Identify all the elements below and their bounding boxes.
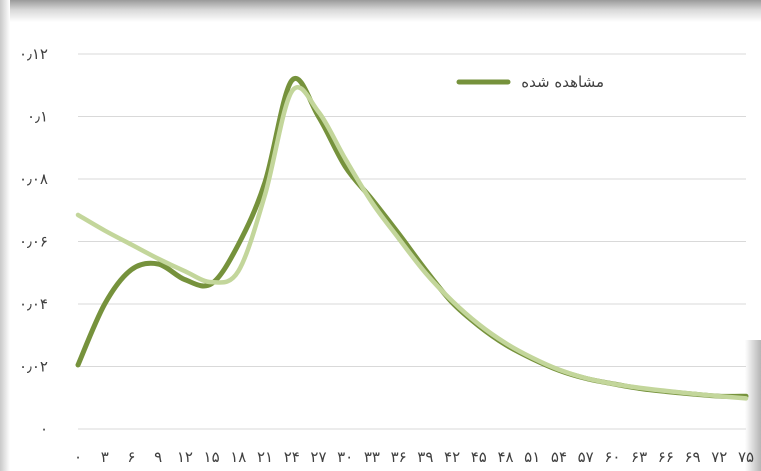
x-tick-label: ۴۸ <box>497 448 513 466</box>
y-tick-label: ۰٫۱ <box>27 108 48 126</box>
x-tick-label: ۶۳ <box>631 448 647 466</box>
x-tick-label: ۱۵ <box>204 448 220 466</box>
x-tick-label: ۶۹ <box>684 448 700 466</box>
x-tick-label: ۵۴ <box>551 448 567 466</box>
x-tick-label: ۳ <box>101 448 109 466</box>
top-shadow-edge <box>0 0 761 22</box>
x-tick-label: ۴۲ <box>444 448 460 466</box>
x-tick-label: ۲۴ <box>284 448 300 466</box>
y-tick-label: ۰٫۰۶ <box>19 233 48 251</box>
x-axis-ticks: ۰ ۳ ۶ ۹ ۱۲ ۱۵ ۱۸ ۲۱ ۲۴ ۲۷ ۳۰ ۳۳ ۳۶ ۳۹ ۴۲ ۴۵ ۴۸ ۵۱ ۵۴ ۵۷ ۶۰ ۶۳… <box>74 448 754 466</box>
x-tick-label: ۳۹ <box>417 448 433 466</box>
x-tick-label: ۹ <box>154 448 162 466</box>
x-tick-label: ۲۱ <box>257 448 273 466</box>
x-tick-label: ۳۰ <box>337 448 353 466</box>
series-line-fitted <box>75 85 749 401</box>
x-tick-label: ۰ <box>74 448 82 466</box>
x-tick-label: ۶۶ <box>658 448 674 466</box>
x-tick-label: ۷۲ <box>711 448 727 466</box>
gridlines <box>78 53 746 430</box>
x-tick-label: ۴۵ <box>471 448 487 466</box>
x-tick-label: ۳۶ <box>391 448 407 466</box>
x-tick-label: ۶۰ <box>604 448 620 466</box>
legend: مشاهده شده <box>456 73 604 91</box>
y-tick-label: ۰٫۱۲ <box>19 45 48 63</box>
y-tick-label: ۰ <box>40 420 48 438</box>
x-tick-label: ۲۷ <box>310 448 326 466</box>
x-tick-label: ۷۵ <box>738 448 754 466</box>
series-line-observed <box>75 75 749 399</box>
y-tick-label: ۰٫۰۲ <box>19 358 48 376</box>
x-tick-label: ۵۷ <box>578 448 594 466</box>
legend-label-observed: مشاهده شده <box>521 73 604 91</box>
y-axis-ticks: ۰ ۰٫۰۲ ۰٫۰۴ ۰٫۰۶ ۰٫۰۸ ۰٫۱ ۰٫۱۲ <box>19 45 48 438</box>
left-shadow-edge <box>0 0 10 471</box>
y-tick-label: ۰٫۰۴ <box>19 295 48 313</box>
x-tick-label: ۱۲ <box>177 448 193 466</box>
x-tick-label: ۳۳ <box>364 448 380 466</box>
x-tick-label: ۵۱ <box>524 448 540 466</box>
x-tick-label: ۱۸ <box>230 448 246 466</box>
y-tick-label: ۰٫۰۸ <box>19 170 48 188</box>
right-shadow-edge <box>745 340 761 471</box>
series-lines <box>75 75 749 401</box>
x-tick-label: ۶ <box>127 448 135 466</box>
